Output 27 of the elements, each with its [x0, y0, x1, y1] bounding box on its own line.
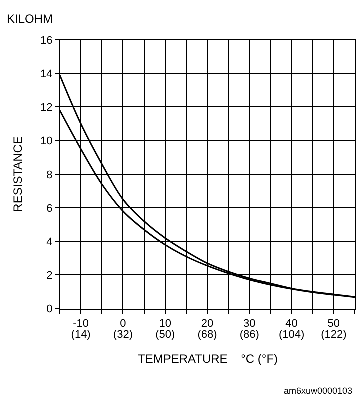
x-tick-label: 20	[201, 318, 214, 330]
y-tick-label: 6	[46, 202, 53, 215]
x-tick-label: 0	[120, 318, 126, 330]
x2-tick-label: (122)	[321, 329, 347, 341]
text: am6xuw0000103	[284, 386, 353, 396]
y-tick-label: 4	[46, 236, 53, 248]
x2-tick-label: (14)	[71, 329, 91, 341]
y-tick-label: 10	[40, 136, 53, 148]
x-tick-label: 50	[328, 318, 340, 330]
x2-tick-label: (68)	[198, 329, 218, 341]
y-tick-label: 8	[46, 169, 53, 182]
y-tick-label: 14	[40, 68, 53, 80]
x-tick-label: 10	[159, 318, 172, 330]
x2-tick-label: (104)	[278, 329, 305, 341]
x2-tick-label: (50)	[156, 329, 176, 341]
x-tick-label: -10	[73, 318, 90, 330]
x-tick-label: 30	[244, 318, 256, 330]
y-axis-title: RESISTANCE	[10, 136, 25, 212]
x2-tick-label: (32)	[113, 329, 133, 341]
x-tick-label: 40	[286, 318, 298, 330]
y-tick-label: 0	[46, 304, 53, 316]
y-tick-label: 12	[40, 102, 53, 114]
x-axis-title: TEMPERATURE °C (°F)	[138, 352, 278, 366]
y-tick-label: 2	[46, 270, 53, 282]
text: KILOHM	[7, 12, 54, 26]
y-tick-label: 16	[40, 34, 53, 47]
x2-tick-label: (86)	[240, 329, 260, 341]
